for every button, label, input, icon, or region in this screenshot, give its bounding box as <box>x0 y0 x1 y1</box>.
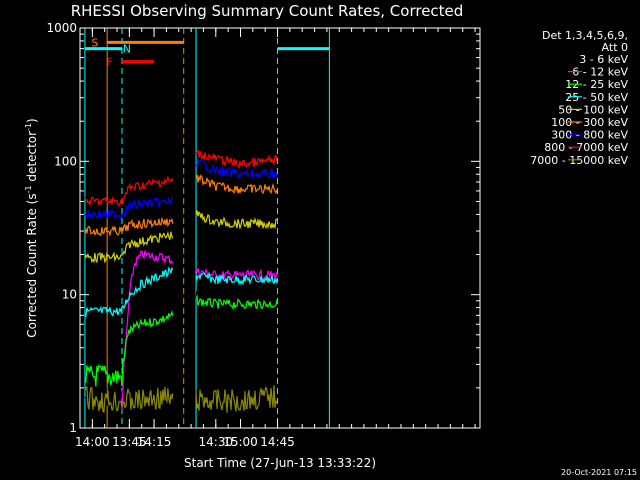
series-line <box>195 294 278 311</box>
legend-header-detectors: Det 1,3,4,5,6,9, <box>542 29 628 42</box>
series-line <box>84 255 174 409</box>
flag-label: S <box>91 36 98 49</box>
x-tick-label: 15:00 <box>223 435 258 449</box>
y-axis-ticks: 1 10 100 1000 <box>46 21 480 435</box>
series-lines <box>84 149 327 414</box>
y-axis-label-main: Corrected Count Rate (s <box>25 193 39 337</box>
series-line <box>84 266 174 318</box>
legend-entry: 50 - 100 keV <box>558 103 628 116</box>
series-line <box>84 310 174 387</box>
series-line <box>121 250 174 411</box>
x-tick-label: 14:15 <box>137 435 172 449</box>
series-line <box>84 175 174 208</box>
timestamp: 20-Oct-2021 07:15 <box>561 468 637 477</box>
series-line <box>195 210 277 230</box>
legend-entry: 100 - 300 keV <box>551 116 628 129</box>
series-line <box>84 216 174 237</box>
x-tick-label: 13:45 <box>112 435 147 449</box>
x-axis-label: Start Time (27-Jun-13 13:33:22) <box>184 456 376 470</box>
y-axis-label-mid: detector <box>25 131 39 186</box>
legend-header-attenuator: Att 0 <box>602 41 628 54</box>
legend-entry: 3 - 6 keV <box>579 53 628 66</box>
legend-entry: 12 - 25 keV <box>565 78 628 91</box>
series-line <box>195 385 278 413</box>
series-line <box>84 385 174 414</box>
plot-frame <box>79 27 481 429</box>
y-tick-label: 1 <box>69 421 77 435</box>
y-axis-label: Corrected Count Rate (s-1 detector-1) <box>24 118 39 337</box>
attenuator-flags: NFS <box>84 36 330 69</box>
legend-entry: 300 - 800 keV <box>551 129 628 142</box>
series-line <box>195 278 327 390</box>
x-tick-label: 14:30 <box>199 435 234 449</box>
x-tick-label: 14:45 <box>260 435 295 449</box>
series-line <box>84 230 174 264</box>
series-line <box>195 158 278 180</box>
y-tick-label: 1000 <box>46 21 77 35</box>
legend-entry: 25 - 50 keV <box>565 91 628 104</box>
series-line <box>195 149 278 169</box>
y-axis-label-exp2: -1 <box>24 123 33 131</box>
series-line <box>195 173 278 195</box>
flag-label: F <box>106 56 112 69</box>
y-tick-label: 100 <box>54 154 77 168</box>
legend-entry: 6 - 12 keV <box>572 66 628 79</box>
flag-label: N <box>123 43 131 56</box>
x-tick-label: 14:00 <box>75 435 110 449</box>
y-axis-label-exp1: -1 <box>24 185 33 193</box>
plot-area <box>79 27 481 429</box>
series-line <box>195 271 278 286</box>
y-axis-label-end: ) <box>25 118 39 123</box>
chart-title: RHESSI Observing Summary Count Rates, Co… <box>71 2 464 20</box>
y-tick-label: 10 <box>62 288 77 302</box>
legend-entry: 800 - 7000 keV <box>544 141 628 154</box>
series-line <box>84 196 174 221</box>
